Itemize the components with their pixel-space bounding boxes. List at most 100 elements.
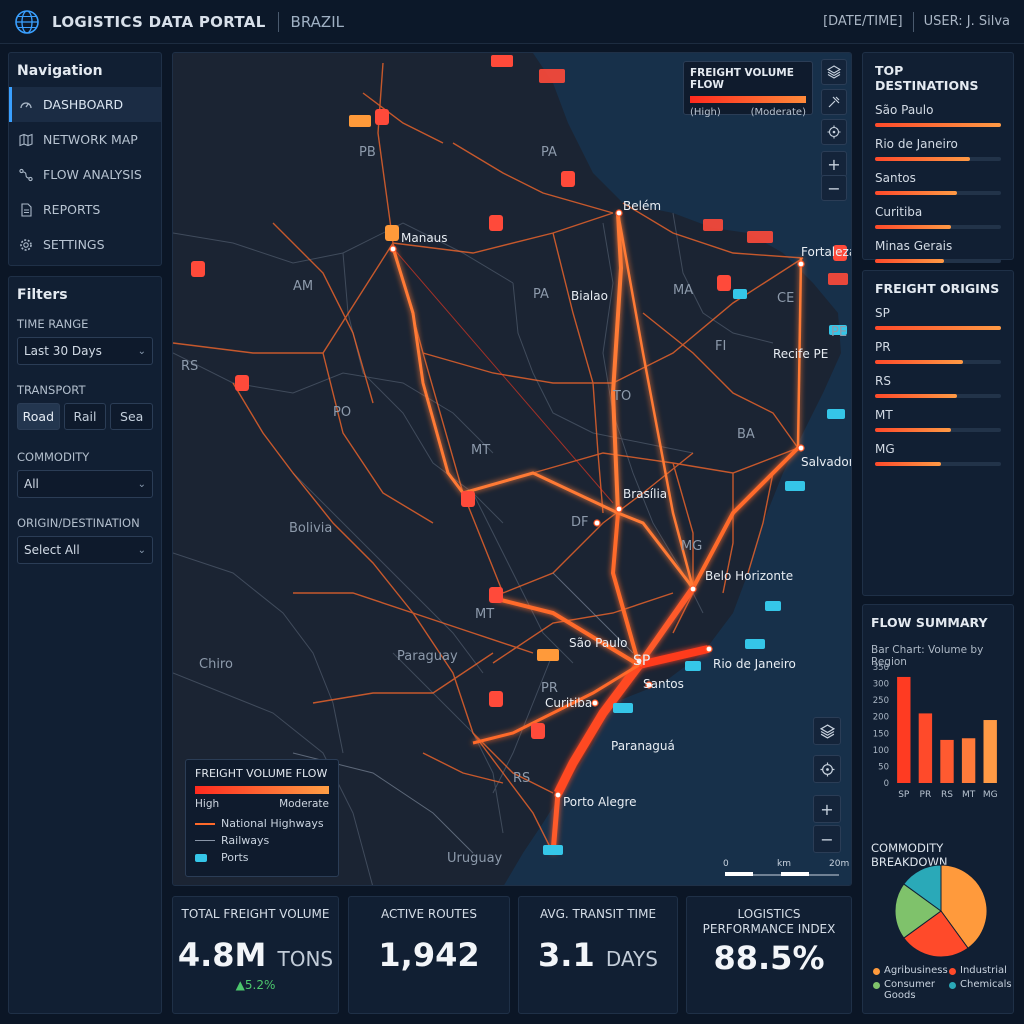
y-tick-label: 200 xyxy=(873,713,889,723)
pie-legend-label: Chemicals xyxy=(960,979,1012,990)
city-label: Paranaguá xyxy=(611,739,675,753)
y-tick-label: 250 xyxy=(873,696,889,706)
city-label: Porto Alegre xyxy=(563,795,637,809)
user-label[interactable]: USER: J. Silva xyxy=(923,14,1010,29)
zoom-in-button[interactable]: + xyxy=(821,151,847,177)
locate-button[interactable] xyxy=(821,119,847,145)
legend-ports: Ports xyxy=(195,849,329,866)
state-label: PR xyxy=(541,681,558,696)
legend-item-label: National Highways xyxy=(221,817,324,830)
commodity-select[interactable]: All ⌄ xyxy=(17,470,153,498)
nav-item-label: NETWORK MAP xyxy=(43,132,138,147)
ranked-item-label: RS xyxy=(875,374,891,388)
ranked-list-item[interactable]: Rio de Janeiro xyxy=(875,137,1001,161)
zoom-out-button[interactable]: − xyxy=(813,825,841,853)
network-map[interactable]: Manaus Belém Fortaleza Bialao Recife PE … xyxy=(172,52,852,886)
ranked-item-bar-track xyxy=(875,462,1001,466)
kpi-value-row: 88.5% xyxy=(687,939,851,977)
nav-item-label: FLOW ANALYSIS xyxy=(43,167,142,182)
y-tick-label: 150 xyxy=(873,729,889,739)
time-range-select[interactable]: Last 30 Days ⌄ xyxy=(17,337,153,365)
locate-button[interactable] xyxy=(813,755,841,783)
legend-dot xyxy=(949,982,956,989)
x-tick-label: RS xyxy=(941,790,953,800)
transport-road-button[interactable]: Road xyxy=(17,403,60,430)
transport-label: TRANSPORT xyxy=(17,383,86,397)
state-label: MA xyxy=(673,283,694,298)
header-divider xyxy=(277,11,279,32)
kpi-label: ACTIVE ROUTES xyxy=(381,907,477,921)
ranked-list-item[interactable]: São Paulo xyxy=(875,103,1001,127)
city-label: Belo Horizonte xyxy=(705,569,794,583)
country-label: Uruguay xyxy=(447,851,503,866)
country-label: Bolivia xyxy=(289,521,333,536)
nav-item-network-map[interactable]: NETWORK MAP xyxy=(9,122,161,157)
city-label: Recife PE xyxy=(773,347,829,361)
map-canvas xyxy=(173,53,851,885)
zoom-in-button[interactable]: + xyxy=(813,795,841,823)
port-markers xyxy=(543,289,847,855)
crosshair-icon xyxy=(820,762,834,776)
ship-icon xyxy=(195,853,207,862)
ranked-item-bar xyxy=(875,394,957,398)
ranked-item-label: PR xyxy=(875,340,891,354)
header-divider xyxy=(912,11,914,32)
legend-moderate-label: (Moderate) xyxy=(750,107,806,118)
ranked-item-label: Rio de Janeiro xyxy=(875,137,958,151)
nav-item-dashboard[interactable]: DASHBOARD xyxy=(9,87,161,122)
nav-item-label: DASHBOARD xyxy=(43,97,124,112)
ranked-item-bar-track xyxy=(875,360,1001,364)
zoom-out-button[interactable]: − xyxy=(821,175,847,201)
bar-pr xyxy=(918,713,933,783)
ranked-item-bar-track xyxy=(875,259,1001,263)
state-label: PE xyxy=(831,325,848,340)
volume-bar-chart: 0 50 100 150 200 250 300 350 SP PR RS MT MG xyxy=(873,663,998,800)
ranked-item-bar-track xyxy=(875,225,1001,229)
ranked-list-item[interactable]: MT xyxy=(875,408,1001,432)
y-tick-label: 50 xyxy=(878,762,889,772)
layers-icon xyxy=(827,65,841,79)
state-label: MT xyxy=(475,607,495,622)
kpi-value-row: 3.1 DAYS xyxy=(519,936,677,974)
ranked-list-item[interactable]: RS xyxy=(875,374,1001,398)
layers-button[interactable] xyxy=(813,717,841,745)
layers-button[interactable] xyxy=(821,59,847,85)
state-label: MT xyxy=(471,443,491,458)
ranked-list-item[interactable]: PR xyxy=(875,340,1001,364)
ranked-item-label: Curitiba xyxy=(875,205,923,219)
origin-destination-label: ORIGIN/DESTINATION xyxy=(17,516,140,530)
pie-slice-chemicals xyxy=(903,864,942,912)
layers-icon xyxy=(819,723,835,739)
legend-item-label: Railways xyxy=(221,834,270,847)
ranked-list-item[interactable]: MG xyxy=(875,442,1001,466)
origin-destination-select[interactable]: Select All ⌄ xyxy=(17,536,153,564)
nav-item-label: SETTINGS xyxy=(43,237,105,252)
legend-dot xyxy=(873,982,880,989)
tools-button[interactable] xyxy=(821,89,847,115)
ranked-list-item[interactable]: Curitiba xyxy=(875,205,1001,229)
flow-summary-title: FLOW SUMMARY xyxy=(871,615,988,630)
nav-item-reports[interactable]: REPORTS xyxy=(9,192,161,227)
transport-sea-button[interactable]: Sea xyxy=(110,403,154,430)
nav-item-settings[interactable]: SETTINGS xyxy=(9,227,161,262)
time-range-label: TIME RANGE xyxy=(17,317,89,331)
ranked-item-bar xyxy=(875,360,964,364)
filters-panel: Filters TIME RANGE Last 30 Days ⌄ TRANSP… xyxy=(8,276,162,1014)
legend-high-label: High xyxy=(195,798,220,810)
flow-legend-top: FREIGHT VOLUME FLOW (High) (Moderate) xyxy=(683,61,813,118)
pie-legend-label: Industrial xyxy=(960,965,1007,976)
datetime-label: [DATE/TIME] xyxy=(823,14,903,29)
scale-bar xyxy=(725,872,839,876)
legend-high-label: (High) xyxy=(690,107,721,118)
ranked-list-item[interactable]: Santos xyxy=(875,171,1001,195)
transport-rail-button[interactable]: Rail xyxy=(63,403,107,430)
pie-legend-label: Consumer Goods xyxy=(884,979,935,1001)
ranked-list-item[interactable]: SP xyxy=(875,306,1001,330)
nav-item-flow-analysis[interactable]: FLOW ANALYSIS xyxy=(9,157,161,192)
scale-unit-label: km xyxy=(777,859,791,869)
kpi-total-freight-volume: TOTAL FREIGHT VOLUME 4.8M TONS ▲5.2% xyxy=(172,896,339,1014)
ranked-item-bar-track xyxy=(875,326,1001,330)
kpi-value-row: 1,942 xyxy=(349,936,509,974)
country-label: BRAZIL xyxy=(290,12,344,31)
ranked-list-item[interactable]: Minas Gerais xyxy=(875,239,1001,263)
